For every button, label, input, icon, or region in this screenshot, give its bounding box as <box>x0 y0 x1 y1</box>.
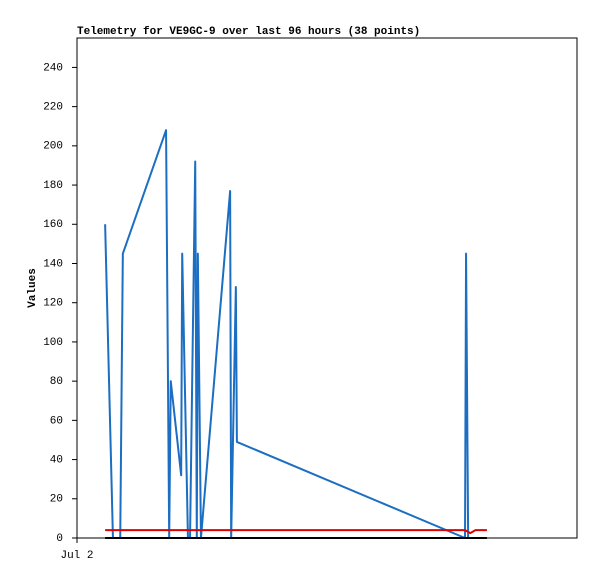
y-tick-label: 80 <box>50 376 63 388</box>
y-axis-label: Values <box>27 268 39 308</box>
y-tick-label: 220 <box>43 102 63 114</box>
y-tick-label: 160 <box>43 219 63 231</box>
y-tick-label: 60 <box>50 415 63 427</box>
y-tick-label: 140 <box>43 258 63 270</box>
data-line <box>104 129 470 539</box>
plot-frame <box>76 37 578 539</box>
y-tick-label: 200 <box>43 141 63 153</box>
y-tick-label: 240 <box>43 62 63 74</box>
y-tick-label: 40 <box>50 454 63 466</box>
x-tick-label: Jul 2 <box>60 550 93 562</box>
y-tick-label: 0 <box>56 533 63 545</box>
y-tick-label: 20 <box>50 494 63 506</box>
y-tick-label: 180 <box>43 180 63 192</box>
y-tick-label: 100 <box>43 337 63 349</box>
chart-title: Telemetry for VE9GC-9 over last 96 hours… <box>77 26 420 38</box>
y-tick-label: 120 <box>43 298 63 310</box>
data-line <box>105 529 487 535</box>
